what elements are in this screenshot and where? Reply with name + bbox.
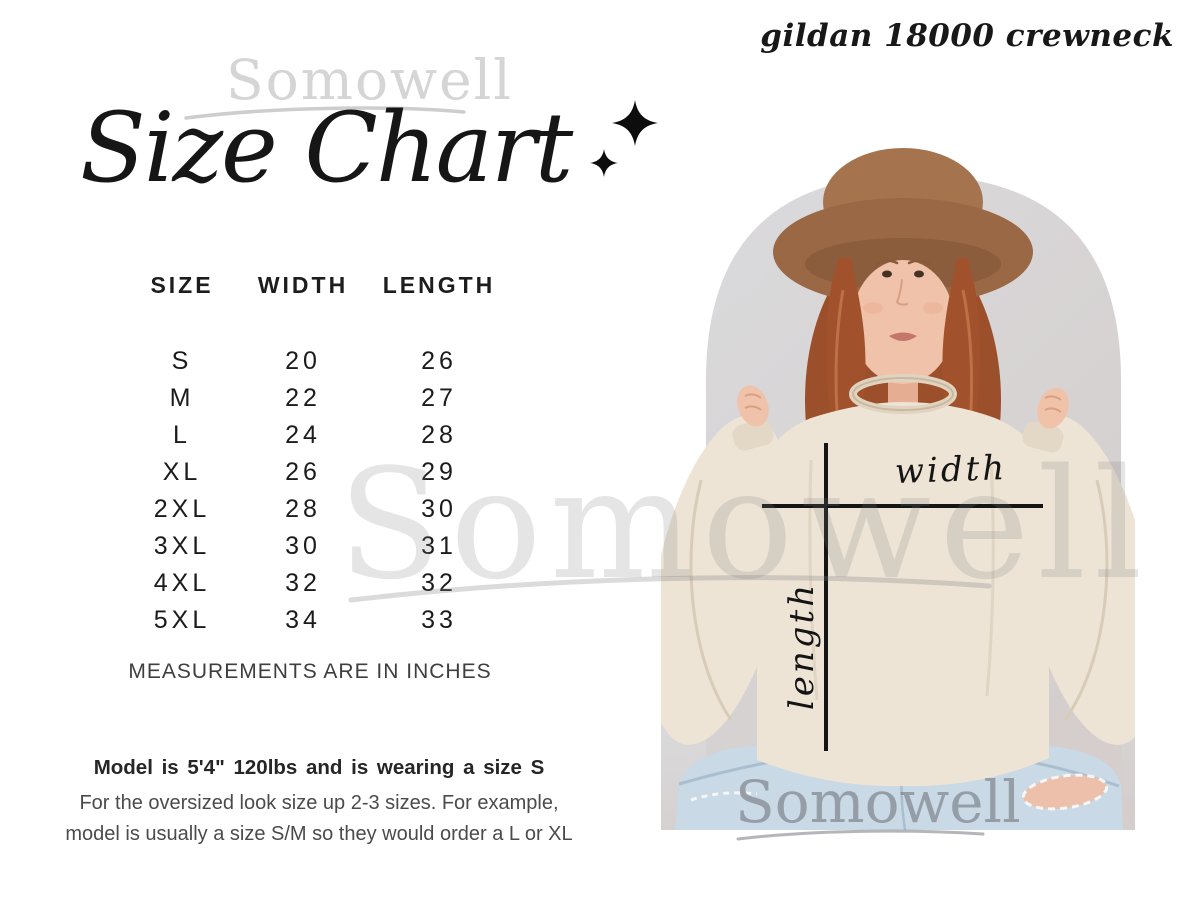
size-cell: S [171,347,193,375]
length-cell: 32 [421,569,457,597]
table-row: M 22 27 [118,380,518,417]
nose [895,279,908,306]
length-cell: 27 [421,384,457,412]
size-cell: 2XL [153,495,211,523]
model-info-line2: For the oversized look size up 2-3 sizes… [79,792,559,814]
length-cell: 31 [421,532,457,560]
face [852,260,954,384]
eye-right [914,270,924,278]
table-row: 5XL 34 33 [118,602,518,639]
product-name: gildan 18000 crewneck [760,18,1174,54]
length-cell: 28 [421,421,457,449]
table-row: 4XL 32 32 [118,565,518,602]
width-measure-line [762,504,1043,508]
size-cell: 5XL [153,606,211,634]
width-label: width [894,448,1008,492]
blush-left [863,302,883,314]
model-info: Model is 5'4" 120lbs and is wearing a si… [38,756,600,850]
size-cell: XL [162,458,202,486]
cuff-right [1022,421,1064,453]
width-cell: 30 [285,532,321,560]
width-cell: 24 [285,421,321,449]
sleeve-right [1017,415,1135,745]
jeans-rip-fray [1021,773,1109,811]
sleeve-left [661,415,789,745]
cuff-left [732,419,774,451]
sweatshirt-torso [757,402,1049,787]
length-label: length [782,581,822,711]
length-cell: 26 [421,347,457,375]
size-cell: M [169,384,195,412]
model-info-line1: Model is 5'4" 120lbs and is wearing a si… [93,756,545,779]
column-header-size: SIZE [150,272,214,298]
width-cell: 20 [285,347,321,375]
table-row: L 24 28 [118,417,518,454]
size-cell: 3XL [153,532,211,560]
table-row: S 20 26 [118,343,518,380]
length-cell: 30 [421,495,457,523]
units-note: MEASUREMENTS ARE IN INCHES [128,660,492,683]
size-cell: 4XL [153,569,211,597]
width-cell: 26 [285,458,321,486]
width-cell: 32 [285,569,321,597]
size-table-rows: S 20 26 M 22 27 L 24 28 XL 26 29 2XL 28 … [118,343,518,639]
fingers-left [744,393,762,411]
size-cell: L [173,421,191,449]
length-cell: 33 [421,606,457,634]
width-cell: 22 [285,384,321,412]
column-header-width: WIDTH [257,272,349,298]
width-cell: 34 [285,606,321,634]
sweatshirt-crease-right [985,459,995,697]
jeans-fray-left [690,791,758,802]
sparkle-icon-large [612,100,658,146]
sparkle-icon-small [590,149,618,177]
sleeve-fold-right [1063,479,1109,721]
table-row: XL 26 29 [118,454,518,491]
lips [889,332,917,341]
width-cell: 28 [285,495,321,523]
length-measure-line [824,443,828,751]
sweatshirt-crease-left [808,459,819,701]
eyebrow-left [875,259,899,266]
model-illustration [661,148,1135,830]
model-photo: width length [661,140,1135,830]
length-cell: 29 [421,458,457,486]
sleeve-fold-left [689,479,733,721]
table-row: 3XL 30 31 [118,528,518,565]
table-row: 2XL 28 30 [118,491,518,528]
blush-right [923,302,943,314]
eyebrow-right [907,259,931,266]
jeans-rip-knee [1023,775,1107,809]
page-title: Size Chart [80,92,573,204]
column-header-length: LENGTH [382,272,496,298]
eye-left [882,270,892,278]
collar-edge [852,377,954,411]
size-table-header: SIZE WIDTH LENGTH [118,272,518,299]
model-info-line3: model is usually a size S/M so they woul… [65,823,573,845]
size-table: SIZE WIDTH LENGTH S 20 26 M 22 27 L 24 2… [118,272,518,639]
fingers-right [1044,395,1062,413]
